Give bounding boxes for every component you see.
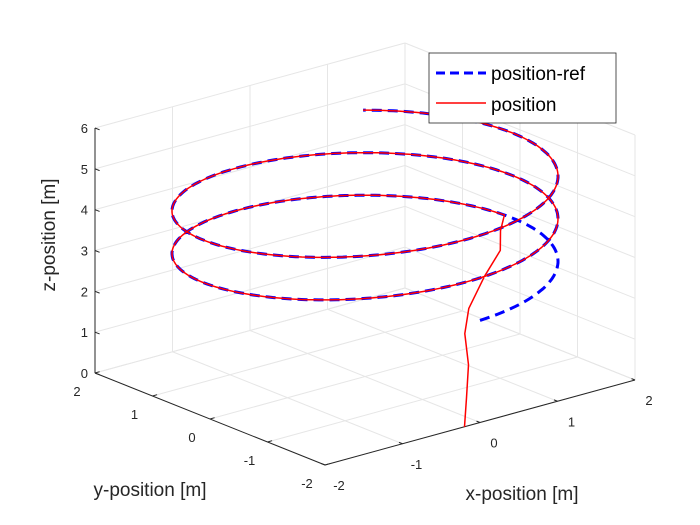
z-tick-mark	[94, 331, 100, 335]
z-tick-mark	[94, 290, 100, 294]
grid-line-floor-y	[267, 356, 578, 443]
y-tick-mark	[324, 463, 330, 466]
z-tick-label: 6	[81, 121, 88, 136]
x-axis-label: x-position [m]	[466, 484, 579, 505]
axis-lines	[94, 127, 636, 466]
z-tick-label: 4	[81, 203, 88, 218]
x-tick-label: 0	[490, 436, 497, 451]
legend-ref-label: position-ref	[491, 64, 586, 85]
legend-actual-label: position	[491, 95, 557, 116]
z-tick-mark	[94, 168, 100, 172]
grid-line-back-z	[94, 246, 406, 333]
y-tick-label: -2	[301, 476, 313, 491]
x-tick-label: -1	[411, 457, 423, 472]
grid-line-side-z	[404, 287, 636, 381]
y-tick-label: -1	[244, 453, 256, 468]
grid-line-side-z	[404, 124, 636, 218]
grid-line-back-z	[94, 124, 406, 211]
y-axis-label: y-position [m]	[94, 480, 207, 501]
grid-line-floor-y	[209, 333, 521, 420]
z-tick-mark	[94, 127, 100, 131]
z-tick-mark	[94, 209, 100, 212]
z-tick-mark	[94, 250, 100, 253]
z-axis-label: z-position [m]	[39, 179, 60, 292]
z-tick-label: 0	[81, 366, 88, 381]
grid-line-back-z	[94, 42, 406, 129]
x-tick-mark	[631, 378, 636, 381]
y-tick-mark	[267, 440, 273, 443]
series-line-position-ref	[170, 108, 560, 322]
z-tick-label: 1	[81, 325, 88, 340]
y-tick-label: 2	[73, 384, 80, 399]
grid-line-back-z	[94, 287, 406, 374]
grid-line-side-z	[404, 165, 636, 258]
y-tick-label: 0	[188, 430, 195, 445]
x-tick-mark	[553, 399, 558, 402]
x-tick-mark	[321, 463, 326, 466]
legend-box	[428, 52, 617, 124]
grid-line-side-z	[404, 246, 636, 340]
x-tick-label: -2	[333, 478, 345, 493]
y-tick-label: 1	[131, 407, 138, 422]
x-tick-label: 2	[645, 393, 652, 408]
series-line-position	[171, 109, 559, 427]
x-tick-mark	[476, 420, 481, 423]
z-tick-label: 2	[81, 284, 88, 299]
grid-line-floor-y	[152, 310, 463, 397]
grid-line-back-z	[94, 83, 406, 170]
z-tick-label: 3	[81, 244, 88, 259]
y-tick-mark	[209, 417, 215, 420]
z-tick-mark	[94, 372, 100, 376]
z-tick-label: 5	[81, 162, 88, 177]
legend: position-ref position	[428, 52, 617, 124]
grid-line-back-z	[94, 205, 406, 292]
series-layer	[170, 108, 560, 427]
y-tick-mark	[152, 394, 158, 397]
x-tick-label: 1	[568, 414, 575, 429]
x-tick-mark	[398, 441, 403, 445]
grid-line-side-z	[404, 205, 636, 299]
